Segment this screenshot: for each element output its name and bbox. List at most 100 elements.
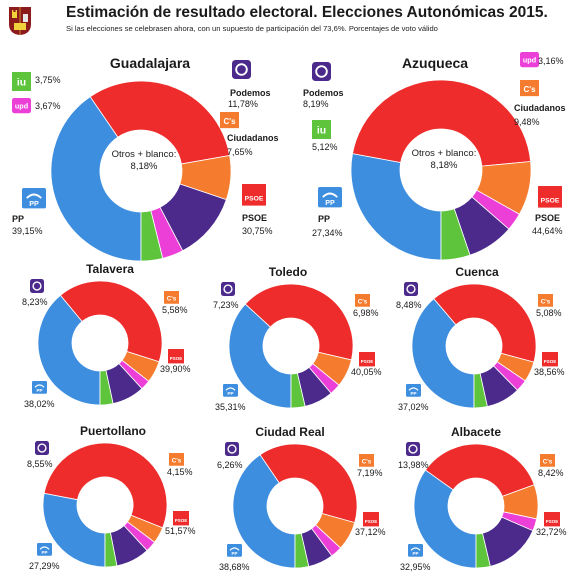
center-value: 8,18% bbox=[431, 160, 458, 171]
ciudadanos-logo-icon: C's bbox=[540, 454, 555, 467]
svg-text:PSOE: PSOE bbox=[541, 197, 560, 204]
svg-text:C's: C's bbox=[223, 117, 236, 126]
svg-text:C's: C's bbox=[543, 458, 553, 465]
upyd-logo-icon: upd bbox=[520, 52, 539, 68]
data-label: 13,98% bbox=[398, 460, 429, 470]
data-label: 3,67% bbox=[35, 101, 61, 111]
svg-text:PSOE: PSOE bbox=[170, 356, 182, 361]
svg-text:iu: iu bbox=[17, 77, 26, 88]
party-name-label: PSOE bbox=[535, 213, 560, 223]
ciudadanos-logo-icon: C's bbox=[220, 112, 239, 129]
data-label: 5,08% bbox=[536, 308, 562, 318]
podemos-logo-icon bbox=[35, 441, 49, 455]
svg-text:PP: PP bbox=[36, 388, 42, 393]
podemos-logo-icon bbox=[30, 279, 44, 293]
party-name-label: Ciudadanos bbox=[227, 133, 279, 143]
chart-title: Ciudad Real bbox=[255, 425, 324, 439]
pp-logo-icon: PP bbox=[227, 544, 242, 557]
data-label: 39,90% bbox=[160, 364, 191, 374]
svg-text:PSOE: PSOE bbox=[361, 359, 373, 364]
donut-chart bbox=[50, 80, 232, 262]
pp-logo-icon: PP bbox=[32, 381, 47, 394]
main-title: Estimación de resultado electoral. Elecc… bbox=[66, 4, 548, 21]
ciudadanos-logo-icon: C's bbox=[520, 80, 539, 97]
data-label: 6,26% bbox=[217, 460, 243, 470]
svg-text:C's: C's bbox=[523, 85, 536, 94]
chart-title: Albacete bbox=[451, 425, 501, 439]
svg-text:PP: PP bbox=[412, 551, 418, 556]
donut-hole bbox=[100, 130, 182, 212]
pp-logo-icon: PP bbox=[318, 187, 342, 208]
donut-chart bbox=[350, 79, 532, 261]
podemos-logo-icon bbox=[232, 60, 251, 79]
data-label: 27,34% bbox=[312, 228, 343, 238]
donut-chart bbox=[42, 442, 168, 568]
data-label: 7,19% bbox=[357, 468, 383, 478]
pp-logo-icon: PP bbox=[223, 384, 238, 397]
data-label: 8,42% bbox=[538, 468, 564, 478]
chart-title: Talavera bbox=[86, 262, 134, 276]
iu-logo-icon: iu bbox=[312, 120, 331, 139]
pp-logo-icon: PP bbox=[22, 188, 46, 209]
chart-title: Puertollano bbox=[80, 424, 146, 438]
center-label: Otros + blanco: bbox=[112, 149, 177, 160]
psoe-logo-icon: PSOE bbox=[542, 352, 558, 367]
data-label: 27,29% bbox=[29, 561, 60, 571]
svg-text:PP: PP bbox=[325, 198, 335, 207]
psoe-logo-icon: PSOE bbox=[168, 349, 184, 364]
svg-text:PSOE: PSOE bbox=[245, 195, 264, 202]
data-label: 38,02% bbox=[24, 399, 55, 409]
ciudadanos-logo-icon: C's bbox=[169, 453, 184, 466]
data-label: 3,16% bbox=[538, 56, 564, 66]
donut-hole bbox=[400, 129, 482, 211]
party-name-label: Podemos bbox=[303, 88, 344, 98]
party-name-label: PP bbox=[12, 214, 24, 224]
psoe-logo-icon: PSOE bbox=[173, 511, 189, 526]
psoe-logo-icon: PSOE bbox=[363, 512, 379, 527]
data-label: 32,95% bbox=[400, 562, 431, 572]
data-label: 38,68% bbox=[219, 562, 250, 572]
chart-title: Cuenca bbox=[455, 265, 499, 279]
ciudadanos-logo-icon: C's bbox=[359, 454, 374, 467]
data-label: 11,78% bbox=[228, 99, 258, 109]
data-label: 5,58% bbox=[162, 305, 188, 315]
data-label: 8,48% bbox=[396, 300, 422, 310]
data-label: 30,75% bbox=[242, 226, 273, 236]
svg-text:C's: C's bbox=[167, 295, 177, 302]
data-label: 51,57% bbox=[165, 526, 196, 536]
donut-chart bbox=[411, 283, 537, 409]
donut-chart bbox=[232, 443, 358, 569]
data-label: 6,98% bbox=[353, 308, 379, 318]
svg-text:PP: PP bbox=[231, 551, 237, 556]
region-crest-icon bbox=[8, 6, 32, 36]
chart-title: Azuqueca bbox=[402, 55, 468, 71]
chart-title: Guadalajara bbox=[110, 55, 190, 71]
svg-text:PSOE: PSOE bbox=[365, 519, 377, 524]
svg-text:PP: PP bbox=[41, 550, 47, 555]
svg-text:PSOE: PSOE bbox=[544, 359, 556, 364]
svg-text:PP: PP bbox=[227, 391, 233, 396]
podemos-logo-icon bbox=[404, 282, 418, 296]
ciudadanos-logo-icon: C's bbox=[355, 294, 370, 307]
upyd-logo-icon: upd bbox=[12, 98, 31, 114]
ciudadanos-logo-icon: C's bbox=[538, 294, 553, 307]
svg-text:upd: upd bbox=[15, 101, 28, 110]
donut-hole bbox=[267, 478, 323, 534]
donut-hole bbox=[77, 477, 133, 533]
svg-text:C's: C's bbox=[541, 298, 551, 305]
svg-text:iu: iu bbox=[317, 125, 326, 136]
donut-chart bbox=[413, 443, 539, 569]
pp-logo-icon: PP bbox=[408, 544, 423, 557]
svg-text:C's: C's bbox=[362, 458, 372, 465]
svg-text:C's: C's bbox=[358, 298, 368, 305]
ciudadanos-logo-icon: C's bbox=[164, 291, 179, 304]
center-label: Otros + blanco: bbox=[412, 148, 477, 159]
data-label: 8,23% bbox=[22, 297, 48, 307]
data-label: 37,02% bbox=[398, 402, 429, 412]
svg-text:C's: C's bbox=[172, 457, 182, 464]
podemos-logo-icon bbox=[312, 62, 331, 81]
data-label: 5,12% bbox=[312, 142, 338, 152]
donut-chart bbox=[37, 280, 163, 406]
